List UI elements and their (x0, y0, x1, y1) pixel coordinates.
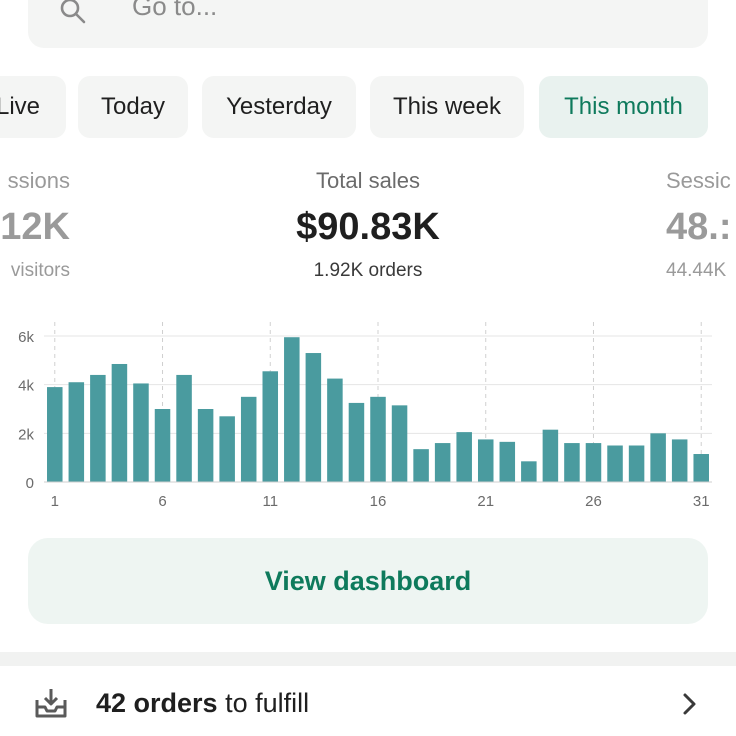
chart-bar (671, 439, 688, 482)
chart-bar (154, 409, 171, 482)
x-tick-label: 31 (693, 493, 710, 510)
chart-bar (262, 371, 279, 482)
chart-bar (348, 402, 365, 482)
metric-subtext: visitors (10, 260, 70, 281)
chart-bar (693, 454, 709, 482)
metric-subtext: 44.44K (666, 260, 727, 281)
chart-bar (456, 432, 472, 482)
range-chip-this-week[interactable]: This week (370, 76, 524, 138)
metric-value: $90.83K (296, 206, 440, 248)
metric-label: ssions (7, 168, 70, 193)
chart-bar (542, 429, 559, 482)
orders-to-fulfill-row[interactable]: 42 orders to fulfill (0, 666, 736, 736)
date-range-selector: Live Today Yesterday This week This mont… (0, 76, 736, 138)
range-chip-live[interactable]: Live (0, 76, 66, 138)
metric-subtext: 1.92K orders (313, 260, 423, 281)
chart-bar (564, 443, 580, 482)
y-tick-label: 0 (26, 475, 34, 492)
chart-bar (47, 387, 63, 482)
chart-bar (370, 396, 386, 482)
metric-label: Sessic (666, 168, 731, 193)
chart-bar (521, 461, 537, 482)
sales-bar-chart: 0 2k 4k 6k 1 6 11 16 21 26 31 (0, 312, 736, 522)
chart-bar (327, 378, 343, 482)
chevron-right-icon (683, 693, 696, 715)
search-icon (60, 0, 86, 24)
chart-bar (477, 439, 494, 482)
chart-bar (585, 443, 602, 482)
chart-bar (650, 433, 666, 482)
x-tick-label: 6 (158, 493, 166, 510)
chart-bar (240, 396, 257, 482)
fulfill-label: 42 orders to fulfill (96, 688, 309, 719)
chart-bar (176, 374, 192, 482)
chart-bar (68, 382, 85, 482)
inbox-download-icon (35, 689, 67, 718)
chart-bar (111, 363, 128, 482)
y-tick-label: 2k (18, 426, 34, 443)
x-tick-label: 16 (370, 493, 387, 510)
chart-bar (413, 449, 429, 482)
section-divider (0, 652, 736, 666)
chart-bar (499, 441, 516, 482)
search-bar[interactable]: Go to... (28, 0, 708, 48)
y-tick-label: 6k (18, 329, 34, 346)
fulfill-count: 42 orders (96, 688, 218, 718)
chart-bar (284, 337, 300, 482)
x-tick-label: 21 (477, 493, 494, 510)
chart-bar (133, 383, 149, 482)
chart-bar (391, 405, 408, 482)
metric-value: 48.: (666, 206, 732, 248)
chart-bar (197, 409, 214, 482)
metric-label: Total sales (316, 168, 420, 193)
x-tick-label: 26 (585, 493, 602, 510)
chart-bar (628, 445, 645, 482)
fulfill-suffix: to fulfill (217, 688, 310, 718)
range-chip-yesterday[interactable]: Yesterday (202, 76, 356, 138)
metric-sessions-right[interactable]: Sessic 48.: 44.44K (666, 168, 736, 282)
metric-total-sales[interactable]: Total sales $90.83K 1.92K orders (218, 168, 518, 282)
chart-bar (90, 374, 106, 482)
search-input[interactable]: Go to... (132, 0, 218, 21)
metric-sessions-left[interactable]: ssions 12K visitors (0, 168, 70, 282)
chart-bar (434, 443, 451, 482)
view-dashboard-button[interactable]: View dashboard (28, 538, 708, 624)
chart-bar (219, 416, 235, 482)
y-tick-label: 4k (18, 378, 34, 395)
range-chip-today[interactable]: Today (78, 76, 188, 138)
chart-bar (305, 353, 322, 482)
metric-value: 12K (0, 206, 70, 248)
range-chip-this-month[interactable]: This month (539, 76, 708, 138)
chart-bar (607, 445, 623, 482)
x-tick-label: 1 (51, 493, 59, 510)
x-tick-label: 11 (262, 493, 278, 510)
